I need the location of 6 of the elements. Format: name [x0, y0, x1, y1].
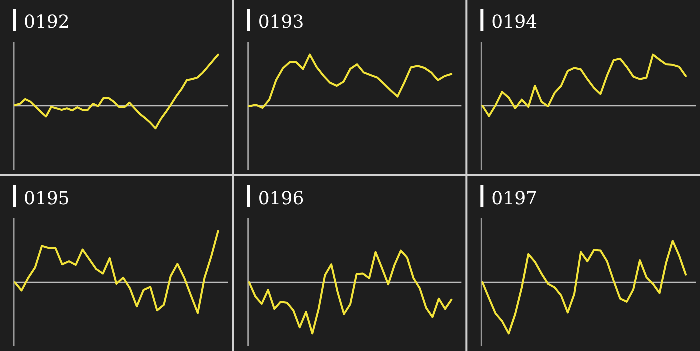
- chart-title: 0194: [492, 12, 538, 33]
- chart-title: 0195: [24, 188, 70, 210]
- chart-title: 0196: [258, 188, 304, 210]
- chart-title: 0197: [492, 188, 538, 210]
- chart-title: 0192: [24, 12, 70, 33]
- chart-title: 0193: [258, 12, 304, 33]
